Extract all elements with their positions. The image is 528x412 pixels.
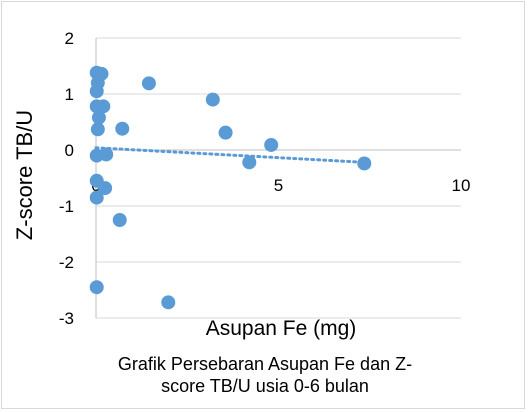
data-point	[115, 121, 130, 136]
data-point	[242, 155, 257, 170]
data-point	[141, 76, 156, 91]
y-axis-title: Z-score TB/U	[12, 109, 38, 241]
y-tick-label: 1	[65, 85, 74, 104]
chart-caption: Grafik Persebaran Asupan Fe dan Z- score…	[60, 353, 470, 397]
data-point	[90, 122, 105, 137]
data-point	[112, 213, 127, 227]
x-axis-title: Asupan Fe (mg)	[205, 317, 357, 340]
chart-caption-line-2: score TB/U usia 0-6 bulan	[161, 376, 369, 396]
data-point	[96, 99, 111, 114]
x-tick-label: 10	[452, 176, 471, 195]
trendline	[94, 146, 366, 164]
data-point	[218, 125, 233, 140]
data-point	[89, 84, 104, 99]
data-point	[99, 147, 114, 162]
y-axis-title-box: Z-score TB/U	[10, 50, 40, 300]
data-point	[89, 190, 104, 205]
data-point	[161, 295, 176, 310]
data-point	[264, 137, 279, 152]
chart-caption-line-1: Grafik Persebaran Asupan Fe dan Z-	[117, 354, 413, 374]
data-point	[91, 110, 106, 125]
data-point	[357, 156, 372, 171]
y-tick-label: -2	[59, 253, 74, 272]
x-tick-label: 5	[274, 176, 283, 195]
y-tick-label: 0	[65, 141, 74, 160]
y-tick-label: 2	[65, 29, 74, 48]
y-tick-label: -1	[59, 197, 74, 216]
data-point	[89, 173, 104, 188]
y-tick-label: -3	[59, 309, 74, 328]
data-point	[89, 280, 104, 295]
data-point	[205, 92, 220, 107]
